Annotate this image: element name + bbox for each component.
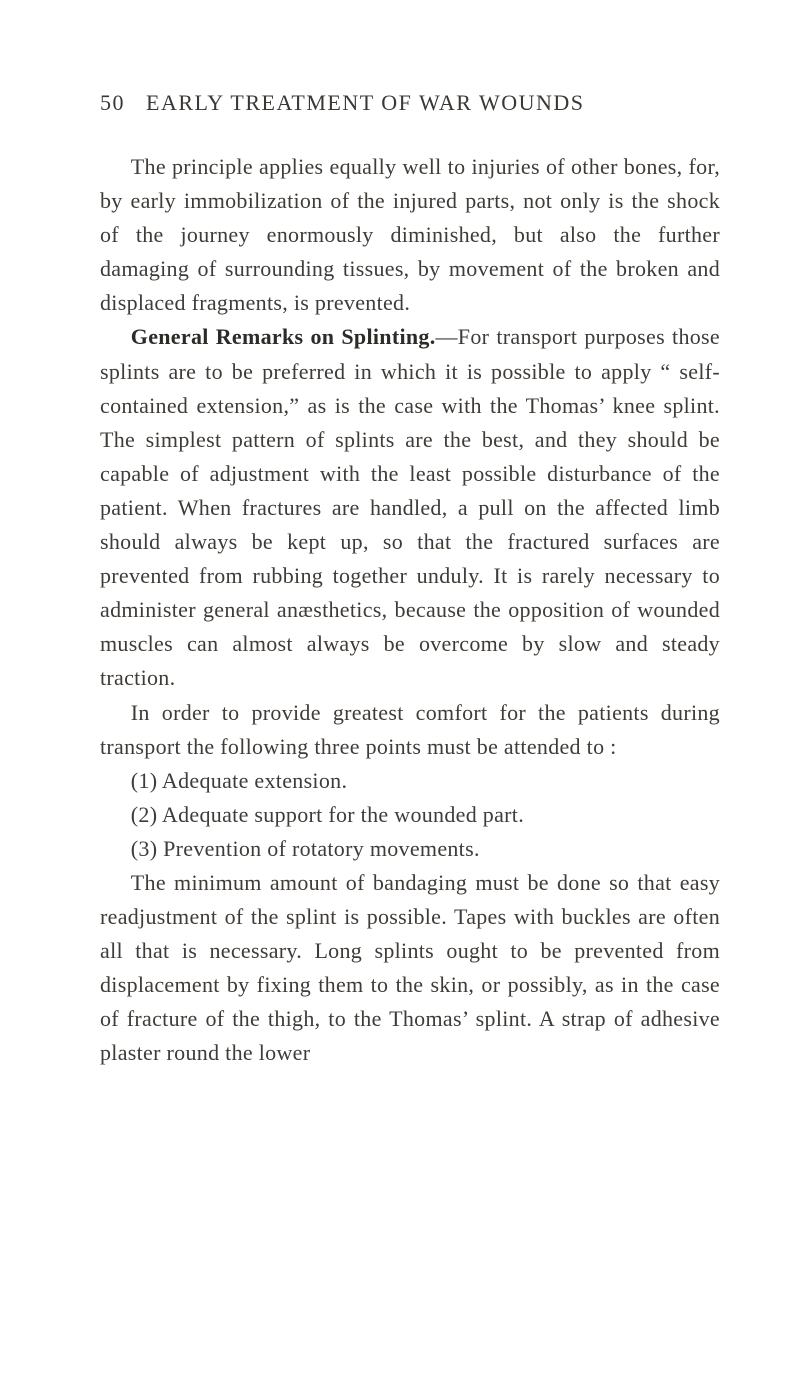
book-page: 50 EARLY TREATMENT OF WAR WOUNDS The pri… bbox=[0, 0, 800, 1384]
body-text: The principle applies equally well to in… bbox=[100, 150, 720, 1071]
paragraph: General Remarks on Splinting.—For transp… bbox=[100, 320, 720, 695]
list-item: (2) Adequate support for the wounded par… bbox=[100, 798, 720, 832]
section-lead: General Remarks on Splinting. bbox=[131, 324, 436, 349]
paragraph: In order to provide greatest comfort for… bbox=[100, 696, 720, 764]
paragraph-text: —For transport pur­poses those splints a… bbox=[100, 324, 720, 690]
running-head: 50 EARLY TREATMENT OF WAR WOUNDS bbox=[100, 90, 720, 116]
list-item: (1) Adequate extension. bbox=[100, 764, 720, 798]
paragraph: The principle applies equally well to in… bbox=[100, 150, 720, 320]
paragraph: The minimum amount of bandaging must be … bbox=[100, 866, 720, 1071]
running-title: EARLY TREATMENT OF WAR WOUNDS bbox=[146, 90, 585, 115]
list-item: (3) Prevention of rotatory movements. bbox=[100, 832, 720, 866]
page-number: 50 bbox=[100, 90, 125, 116]
